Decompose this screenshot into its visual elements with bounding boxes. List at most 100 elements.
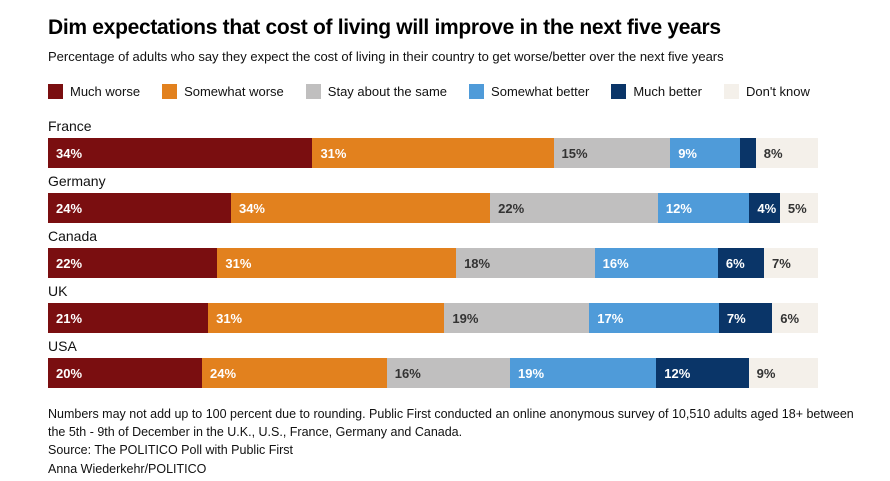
segment-value-label: 31%: [320, 145, 347, 161]
legend-item: Stay about the same: [305, 84, 448, 100]
legend-item: Much better: [611, 84, 702, 100]
bar-segment: 22%: [490, 193, 658, 224]
segment-value-label: 31%: [216, 310, 243, 326]
chart-subtitle: Percentage of adults who say they expect…: [48, 49, 724, 65]
country-label: France: [48, 118, 92, 135]
bar-row: Germany 24% 34% 22% 12% 4% 5%: [48, 173, 818, 224]
country-label: USA: [48, 338, 77, 355]
stacked-bar: 24% 34% 22% 12% 4% 5%: [48, 193, 818, 224]
bar-segment: 12%: [657, 193, 750, 224]
segment-value-label: 5%: [787, 200, 807, 216]
bar-segment: 31%: [217, 248, 457, 279]
segment-value-label: 16%: [602, 255, 629, 271]
legend: Much worse Somewhat worse Stay about the s…: [48, 84, 860, 100]
segment-value-label: 6%: [725, 255, 745, 271]
bar-segment: 16%: [594, 248, 718, 279]
country-label: Germany: [48, 173, 106, 190]
legend-swatch-icon: [469, 84, 485, 100]
bar-segment: 19%: [509, 358, 657, 389]
stacked-bar: 21% 31% 19% 17% 7% 6%: [48, 303, 818, 334]
bar-segment: 31%: [208, 303, 445, 334]
bar-segment: 18%: [456, 248, 595, 279]
segment-value-label: 7%: [772, 255, 791, 271]
bar-segment: 19%: [444, 303, 590, 334]
segment-value-label: 15%: [561, 145, 588, 161]
segment-value-label: 9%: [756, 365, 776, 381]
legend-swatch-icon: [305, 84, 321, 100]
credit-line: Anna Wiederkehr/POLITICO: [48, 461, 207, 476]
bar-segment: [740, 138, 756, 169]
legend-swatch-icon: [723, 84, 739, 100]
bar-segment: 4%: [749, 193, 780, 224]
bar-segment: 21%: [48, 303, 209, 334]
bar-row: Canada 22% 31% 18% 16% 6% 7%: [48, 228, 818, 279]
segment-value-label: 22%: [56, 255, 83, 271]
legend-label: Stay about the same: [327, 84, 448, 100]
segment-value-label: 34%: [56, 145, 83, 161]
legend-label: Much worse: [70, 84, 141, 100]
legend-label: Somewhat better: [491, 84, 590, 100]
segment-value-label: 24%: [56, 200, 83, 216]
bar-segment: 24%: [48, 193, 231, 224]
stacked-bar-chart: France 34% 31% 15% 9% 8% Germany 24% 34% 22% 12% 4%…: [48, 118, 818, 389]
bar-segment: 7%: [718, 303, 773, 334]
legend-label: Much better: [633, 84, 702, 100]
bar-segment: 17%: [589, 303, 719, 334]
stacked-bar: 20% 24% 16% 19% 12% 9%: [48, 358, 818, 389]
legend-swatch-icon: [48, 84, 63, 100]
segment-value-label: 19%: [452, 310, 479, 326]
legend-swatch-icon: [611, 84, 627, 100]
bar-segment: 7%: [764, 248, 818, 279]
bar-segment: 6%: [772, 303, 818, 334]
segment-value-label: 24%: [210, 365, 237, 381]
segment-value-label: 8%: [763, 145, 783, 161]
stacked-bar: 34% 31% 15% 9% 8%: [48, 138, 818, 169]
bar-segment: 8%: [755, 138, 818, 169]
bar-row: UK 21% 31% 19% 17% 7% 6%: [48, 283, 818, 334]
segment-value-label: 4%: [757, 200, 777, 216]
legend-item: Somewhat worse: [162, 84, 284, 100]
bar-segment: 34%: [48, 138, 313, 169]
bar-segment: 9%: [670, 138, 741, 169]
bar-segment: 34%: [230, 193, 491, 224]
bar-segment: 15%: [553, 138, 671, 169]
segment-value-label: 12%: [665, 200, 692, 216]
segment-value-label: 17%: [597, 310, 624, 326]
country-label: UK: [48, 283, 68, 300]
segment-value-label: 12%: [664, 365, 691, 381]
bar-row: France 34% 31% 15% 9% 8%: [48, 118, 818, 169]
bar-segment: 31%: [312, 138, 554, 169]
bar-segment: 9%: [748, 358, 818, 389]
segment-value-label: 20%: [56, 365, 83, 381]
source-line: Source: The POLITICO Poll with Public Fi…: [48, 443, 293, 458]
bar-segment: 22%: [48, 248, 218, 279]
segment-value-label: 34%: [238, 200, 265, 216]
bar-row: USA 20% 24% 16% 19% 12% 9%: [48, 338, 818, 389]
segment-value-label: 22%: [498, 200, 525, 216]
chart-title: Dim expectations that cost of living wil…: [48, 16, 721, 39]
segment-value-label: 16%: [394, 365, 421, 381]
legend-item: Don't know: [723, 84, 810, 100]
legend-label: Don't know: [745, 84, 810, 100]
segment-value-label: 6%: [780, 310, 800, 326]
stacked-bar: 22% 31% 18% 16% 6% 7%: [48, 248, 818, 279]
bar-segment: 6%: [717, 248, 765, 279]
segment-value-label: 31%: [225, 255, 252, 271]
segment-value-label: 21%: [56, 310, 83, 326]
legend-item: Somewhat better: [469, 84, 590, 100]
bar-segment: 16%: [386, 358, 510, 389]
bar-segment: 5%: [779, 193, 818, 224]
segment-value-label: 19%: [517, 365, 545, 381]
segment-value-label: 9%: [678, 145, 697, 161]
country-label: Canada: [48, 228, 98, 245]
footnote: Numbers may not add up to 100 percent du…: [48, 407, 854, 440]
segment-value-label: 7%: [726, 310, 746, 326]
bar-segment: 24%: [202, 358, 387, 389]
bar-segment: 12%: [656, 358, 749, 389]
legend-item: Much worse: [48, 84, 141, 100]
segment-value-label: 18%: [464, 255, 491, 271]
legend-swatch-icon: [162, 84, 178, 100]
bar-segment: 20%: [48, 358, 202, 389]
legend-label: Somewhat worse: [184, 84, 284, 100]
